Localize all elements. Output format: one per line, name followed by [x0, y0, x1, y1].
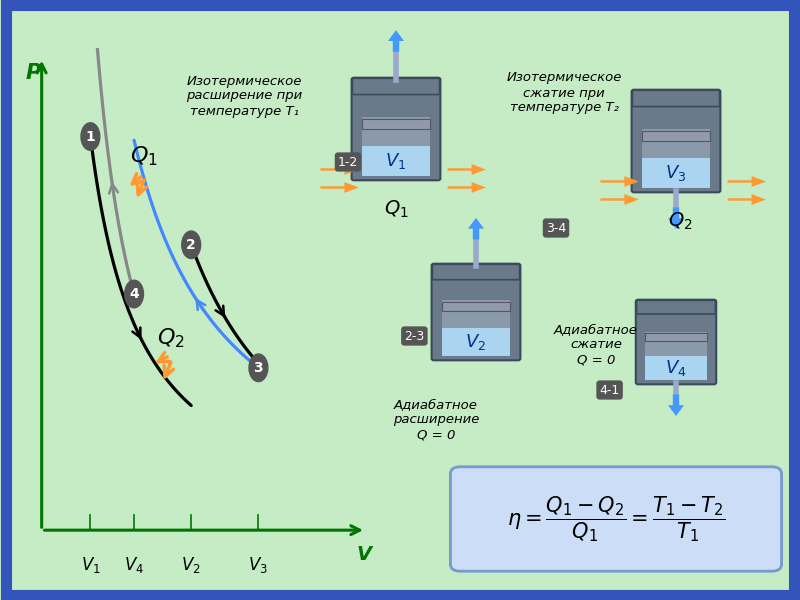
Text: 4-1: 4-1 — [599, 383, 620, 397]
Circle shape — [81, 123, 100, 151]
Text: $V_3$: $V_3$ — [249, 554, 268, 575]
Text: $V_4$: $V_4$ — [666, 358, 686, 378]
Text: 3: 3 — [254, 361, 263, 375]
Text: Изотермическое
сжатие при
температуре T₂: Изотермическое сжатие при температуре T₂ — [506, 71, 622, 115]
Text: $\eta = \dfrac{Q_1 - Q_2}{Q_1} = \dfrac{T_1 - T_2}{T_1}$: $\eta = \dfrac{Q_1 - Q_2}{Q_1} = \dfrac{… — [507, 494, 725, 544]
Text: $Q_2$: $Q_2$ — [668, 211, 692, 232]
Text: V: V — [357, 545, 371, 564]
Text: 1: 1 — [86, 130, 95, 143]
Text: Изотермическое
расширение при
температуре T₁: Изотермическое расширение при температур… — [186, 74, 302, 118]
Text: 4: 4 — [130, 287, 139, 301]
Text: $Q_1$: $Q_1$ — [384, 199, 408, 220]
Text: Адиабатное
расширение
Q = 0: Адиабатное расширение Q = 0 — [393, 398, 479, 442]
Text: $V_2$: $V_2$ — [466, 332, 486, 352]
Text: 2: 2 — [186, 238, 196, 252]
Circle shape — [125, 280, 143, 308]
Text: 1-2: 1-2 — [338, 155, 358, 169]
Text: $V_1$: $V_1$ — [81, 554, 100, 575]
Text: $V_1$: $V_1$ — [386, 151, 406, 171]
Text: $Q_2$: $Q_2$ — [157, 326, 185, 350]
Text: P: P — [26, 62, 41, 83]
Text: Адиабатное
сжатие
Q = 0: Адиабатное сжатие Q = 0 — [554, 323, 638, 367]
Text: $V_4$: $V_4$ — [124, 554, 144, 575]
Text: 2-3: 2-3 — [404, 329, 425, 343]
Circle shape — [182, 231, 201, 259]
Text: $V_3$: $V_3$ — [666, 163, 686, 183]
Text: 3-4: 3-4 — [546, 221, 566, 235]
Text: $V_2$: $V_2$ — [182, 554, 201, 575]
Circle shape — [249, 354, 268, 382]
Text: $Q_1$: $Q_1$ — [130, 145, 158, 168]
